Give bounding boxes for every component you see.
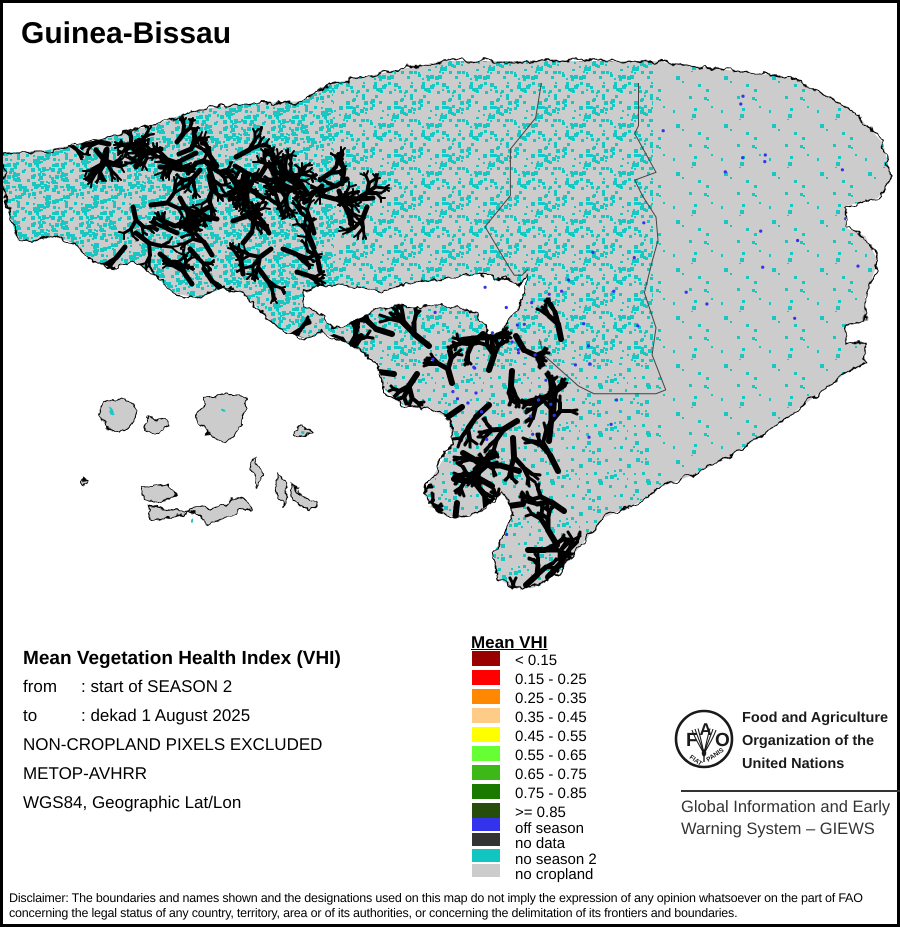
svg-text:F: F: [686, 730, 698, 751]
svg-text:O: O: [715, 730, 730, 751]
